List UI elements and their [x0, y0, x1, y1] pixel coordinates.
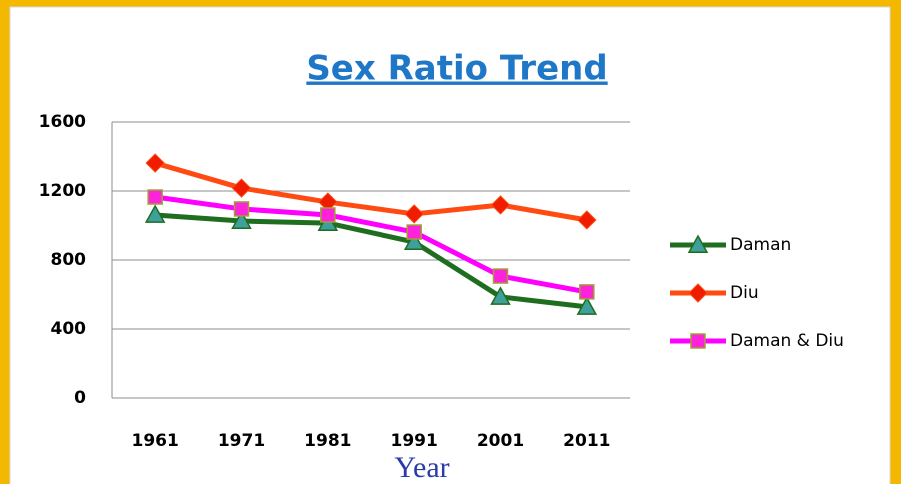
marker	[404, 204, 424, 224]
marker	[688, 283, 708, 303]
marker	[406, 224, 422, 240]
y-tick-label: 400	[51, 319, 87, 339]
y-tick-label: 1200	[39, 181, 86, 201]
y-tick-label: 800	[51, 250, 87, 270]
marker	[576, 296, 598, 315]
legend-label: Diu	[730, 283, 759, 303]
marker	[231, 178, 252, 198]
legend-label: Daman & Diu	[730, 331, 844, 351]
marker	[231, 210, 252, 229]
marker	[579, 284, 595, 300]
marker	[403, 231, 425, 251]
marker	[490, 195, 511, 215]
x-tick-label: 2001	[477, 431, 524, 451]
marker	[492, 268, 509, 284]
marker	[320, 207, 336, 223]
marker	[490, 286, 511, 305]
x-tick-label: 2011	[563, 431, 610, 451]
marker	[147, 189, 163, 205]
x-axis-label: Year	[394, 451, 449, 484]
marker	[145, 153, 165, 173]
y-tick-label: 0	[74, 388, 86, 408]
x-tick-label: 1961	[132, 431, 179, 451]
x-tick-label: 1981	[304, 431, 351, 451]
marker	[144, 204, 166, 223]
series-line	[154, 212, 588, 310]
chart-area	[9, 6, 891, 488]
marker	[690, 333, 706, 349]
x-tick-label: 1991	[391, 431, 438, 451]
series-line	[154, 160, 588, 223]
y-tick-label: 1600	[39, 112, 86, 132]
chart-title: Sex Ratio Trend	[306, 49, 607, 89]
marker	[577, 210, 597, 230]
series-line	[154, 194, 588, 295]
marker	[687, 234, 709, 253]
marker	[233, 201, 250, 217]
x-tick-label: 1971	[218, 431, 265, 451]
legend-label: Daman	[730, 235, 791, 255]
